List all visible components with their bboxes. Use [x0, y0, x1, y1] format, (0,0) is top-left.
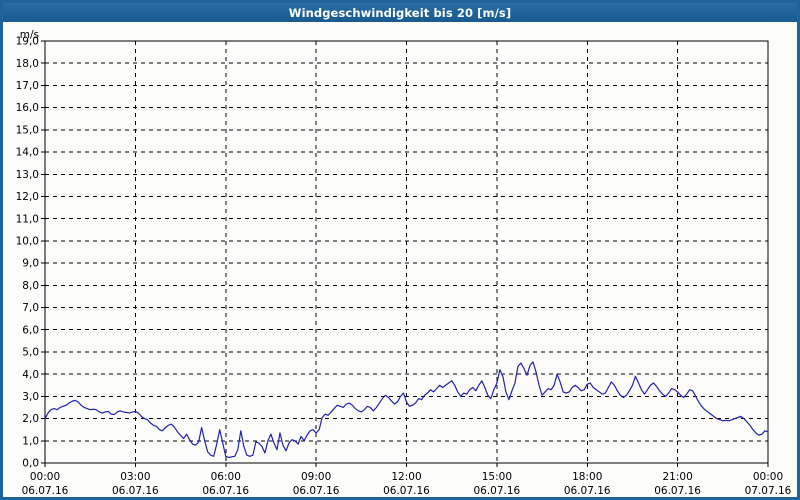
x-tick-time-label: 12:00 [391, 471, 421, 483]
x-tick-time-label: 03:00 [120, 471, 150, 483]
x-tick-date-label: 06.07.16 [202, 485, 249, 497]
y-tick-label: 11,0 [16, 213, 39, 225]
series-line-windgeschwindigkeit [44, 361, 769, 459]
x-tick-time-label: 21:00 [662, 471, 692, 483]
window-title-bar: Windgeschwindigkeit bis 20 [m/s] [3, 3, 797, 22]
y-tick-label: 16,0 [16, 102, 39, 114]
x-tick-time-label: 00:00 [30, 471, 60, 483]
x-tick-time-label: 18:00 [572, 471, 602, 483]
y-axis-unit-label: m/s [20, 29, 39, 41]
y-tick-label: 15,0 [16, 124, 39, 136]
page-title: Windgeschwindigkeit bis 20 [m/s] [288, 5, 512, 20]
y-tick-label: 12,0 [16, 191, 39, 203]
y-tick-label: 17,0 [16, 80, 39, 92]
y-tick-label: 14,0 [16, 147, 39, 159]
x-tick-time-label: 00:00 [753, 471, 783, 483]
y-tick-label: 9,0 [22, 258, 39, 270]
y-tick-label: 6,0 [22, 324, 39, 336]
chart-canvas: 0,0 1,0 2,0 3,0 4,0 5,0 6,0 7,0 8,0 9,0 10,0 11,0 12… [3, 22, 797, 497]
y-tick-label: 4,0 [22, 369, 39, 381]
horizontal-gridlines [41, 40, 768, 464]
y-tick-label: 1,0 [22, 435, 39, 447]
y-tick-label: 10,0 [16, 235, 39, 247]
y-tick-label: 8,0 [22, 280, 39, 292]
y-tick-label: 7,0 [22, 302, 39, 314]
x-tick-date-label: 06.07.16 [473, 485, 520, 497]
x-axis-tick-labels: 00:00 06.07.16 03:00 06.07.16 06:00 06.07.16 0… [22, 471, 792, 497]
wind-speed-line-chart: 0,0 1,0 2,0 3,0 4,0 5,0 6,0 7,0 8,0 9,0 10,0 11,0 12… [16, 29, 792, 497]
x-tick-date-label: 07.07.16 [745, 485, 792, 497]
x-tick-time-label: 09:00 [301, 471, 331, 483]
y-tick-label: 2,0 [22, 413, 39, 425]
x-tick-date-label: 06.07.16 [22, 485, 69, 497]
x-tick-time-label: 15:00 [482, 471, 512, 483]
y-tick-label: 5,0 [22, 347, 39, 359]
y-tick-label: 0,0 [22, 458, 39, 470]
x-tick-date-label: 06.07.16 [293, 485, 340, 497]
x-tick-time-label: 06:00 [211, 471, 241, 483]
vertical-gridlines [44, 41, 769, 467]
y-tick-label: 3,0 [22, 391, 39, 403]
x-tick-date-label: 06.07.16 [654, 485, 701, 497]
x-tick-date-label: 06.07.16 [112, 485, 159, 497]
x-tick-date-label: 06.07.16 [383, 485, 430, 497]
y-tick-label: 19,0 [16, 36, 39, 48]
plot-frame [44, 40, 769, 464]
x-tick-date-label: 06.07.16 [564, 485, 611, 497]
y-axis-tick-labels: 0,0 1,0 2,0 3,0 4,0 5,0 6,0 7,0 8,0 9,0 10,0 11,0 12… [16, 36, 39, 470]
y-tick-label: 13,0 [16, 169, 39, 181]
y-tick-label: 18,0 [16, 58, 39, 70]
